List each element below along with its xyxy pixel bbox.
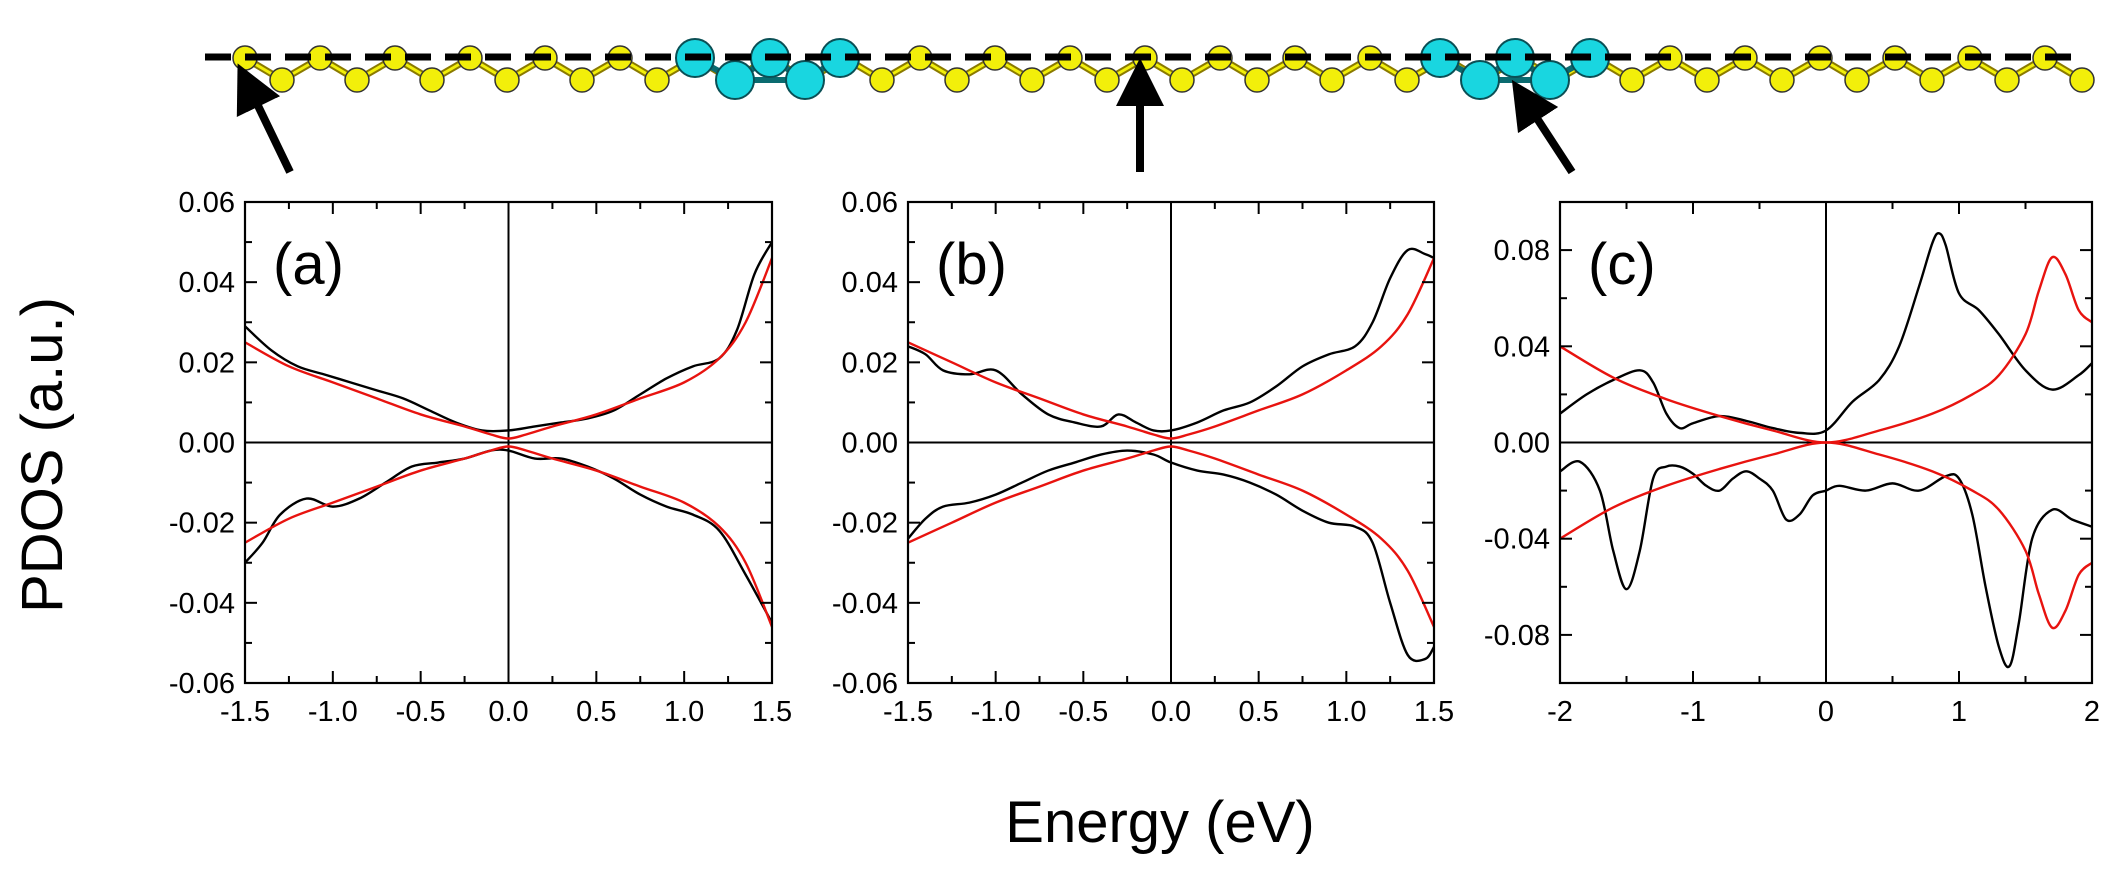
series-red-down <box>908 445 1434 628</box>
atom-yellow <box>644 67 670 93</box>
y-tick-label: 0.00 <box>1494 428 1550 460</box>
atom-yellow <box>2069 67 2095 93</box>
atom-cyan <box>715 60 755 100</box>
chart-panel-b: -1.5 -1.0 -0.5 0.0 0.5 1.0 1.5 -0.06 -0.04 -0.02 0… <box>832 187 1454 728</box>
x-axis-label: Energy (eV) <box>1005 790 1314 855</box>
x-tick-label: -1.5 <box>220 696 270 728</box>
atom-yellow <box>1094 67 1120 93</box>
y-tick-label: -0.04 <box>1484 524 1550 556</box>
atom-yellow <box>1994 67 2020 93</box>
series-black-up <box>1560 232 2092 435</box>
x-tick-label: 2 <box>2084 696 2100 728</box>
x-tick-label: -2 <box>1547 696 1573 728</box>
x-tick-label: 1.5 <box>1414 696 1454 728</box>
series-red-up <box>1560 255 2092 444</box>
atom-yellow <box>344 67 370 93</box>
series-red-down <box>245 445 772 628</box>
series-black-down <box>1560 459 2092 669</box>
y-tick-label: 0.06 <box>842 187 898 219</box>
atom-yellow <box>494 67 520 93</box>
x-tick-label: -1.0 <box>971 696 1021 728</box>
atomic-chain-icon <box>205 38 2095 100</box>
y-axis-label: PDOS (a.u.) <box>10 297 75 613</box>
x-tick-label: -0.5 <box>1058 696 1108 728</box>
y-tick-label: 0.02 <box>179 347 235 379</box>
x-tick-label: -1 <box>1680 696 1706 728</box>
x-tick-label: 0.0 <box>488 696 528 728</box>
y-tick-label: 0.00 <box>842 428 898 460</box>
chart-panel-a: -1.5 -1.0 -0.5 0.0 0.5 1.0 1.5 -0.06 -0.04 -0.02 0… <box>169 187 792 728</box>
x-tick-label: 1.5 <box>752 696 792 728</box>
atom-cyan <box>1460 60 1500 100</box>
x-tick-label: -1.5 <box>883 696 933 728</box>
atom-yellow <box>1244 67 1270 93</box>
y-tick-label: -0.06 <box>832 668 898 700</box>
x-tick-label: 0.5 <box>1239 696 1279 728</box>
x-tick-label: -1.0 <box>308 696 358 728</box>
y-tick-label: 0.06 <box>179 187 235 219</box>
series-black-down <box>245 448 772 624</box>
atom-yellow <box>1169 67 1195 93</box>
pointer-arrows <box>236 58 1576 175</box>
atom-yellow <box>419 67 445 93</box>
atom-yellow <box>1394 67 1420 93</box>
atom-cyan <box>1530 60 1570 100</box>
y-tick-label: 0.00 <box>179 428 235 460</box>
panel-label: (a) <box>273 232 344 297</box>
atom-yellow <box>1319 67 1345 93</box>
atom-yellow <box>1019 67 1045 93</box>
atom-yellow <box>1919 67 1945 93</box>
x-tick-label: 0.5 <box>576 696 616 728</box>
series-black-up <box>908 247 1434 433</box>
series-red-down <box>1560 441 2092 630</box>
series-red-up <box>245 257 772 440</box>
y-tick-label: 0.04 <box>1494 331 1550 363</box>
arrow-to-panel-c <box>1511 79 1576 175</box>
atom-yellow <box>569 67 595 93</box>
atom-cyan <box>785 60 825 100</box>
x-tick-label: 1 <box>1951 696 1967 728</box>
y-tick-label: -0.04 <box>832 588 898 620</box>
panel-label: (c) <box>1588 232 1656 297</box>
y-tick-label: 0.04 <box>179 267 235 299</box>
series-black-down <box>908 449 1434 663</box>
y-tick-label: 0.02 <box>842 347 898 379</box>
series-red-up <box>908 257 1434 440</box>
y-tick-label: -0.06 <box>169 668 235 700</box>
chart-panel-c: -2 -1 0 1 2 -0.08 -0.04 0.00 0.04 0.08 (c) <box>1484 200 2100 728</box>
x-tick-label: -0.5 <box>396 696 446 728</box>
x-tick-label: 0.0 <box>1151 696 1191 728</box>
y-tick-label: 0.08 <box>1494 235 1550 267</box>
atom-yellow <box>1619 67 1645 93</box>
y-tick-label: -0.04 <box>169 588 235 620</box>
x-tick-label: 0 <box>1818 696 1834 728</box>
atom-yellow <box>269 67 295 93</box>
atom-yellow <box>944 67 970 93</box>
panel-label: (b) <box>936 232 1007 297</box>
y-tick-label: -0.02 <box>832 508 898 540</box>
atom-yellow <box>1844 67 1870 93</box>
y-tick-label: -0.08 <box>1484 620 1550 652</box>
atom-yellow <box>869 67 895 93</box>
y-tick-label: 0.04 <box>842 267 898 299</box>
arrow-to-panel-a <box>236 63 294 174</box>
y-tick-label: -0.02 <box>169 508 235 540</box>
x-tick-label: 1.0 <box>1326 696 1366 728</box>
series-black-up <box>245 241 772 433</box>
atom-yellow <box>1694 67 1720 93</box>
atom-yellow <box>1769 67 1795 93</box>
x-tick-label: 1.0 <box>664 696 704 728</box>
